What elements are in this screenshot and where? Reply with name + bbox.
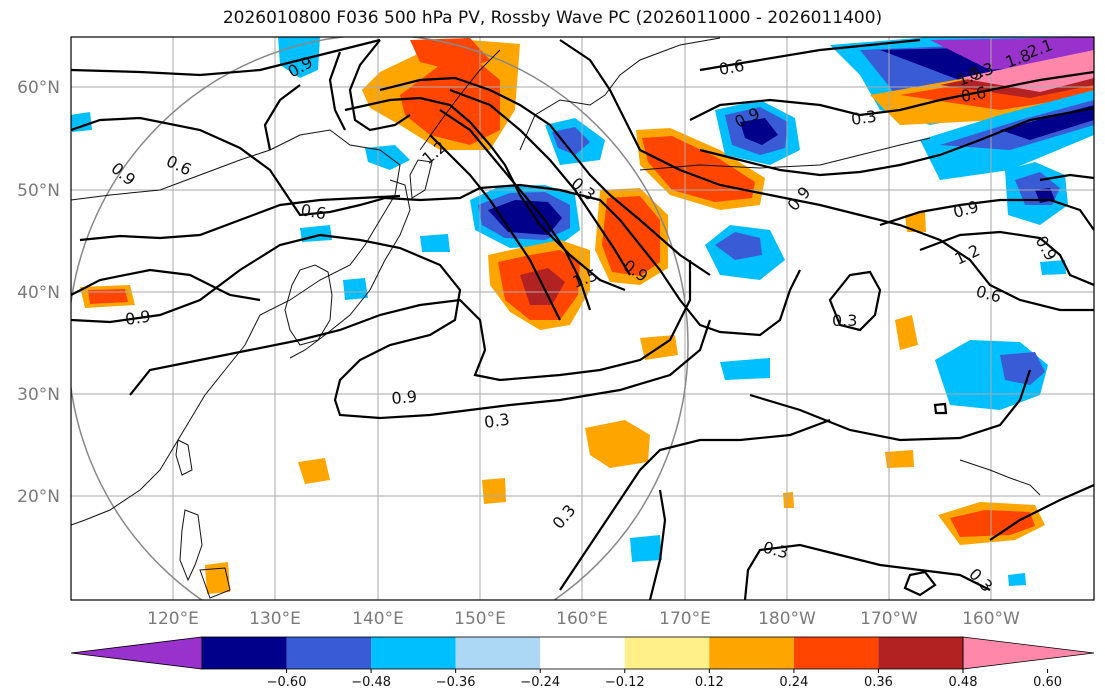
- colorbar-swatch: [624, 637, 710, 669]
- lon-label: 170°E: [659, 609, 711, 629]
- map-frame: [70, 36, 1095, 601]
- colorbar-extend-high: [962, 636, 1095, 670]
- map-title: 2026010800 F036 500 hPa PV, Rossby Wave …: [222, 8, 883, 28]
- colorbar-tick-label: −0.48: [351, 675, 391, 690]
- lon-label: 130°E: [249, 609, 301, 629]
- colorbar-tick-label: 0.24: [779, 675, 808, 690]
- lon-label: 160°W: [962, 609, 1020, 629]
- lon-label: 120°E: [147, 609, 199, 629]
- lat-label: 30°N: [17, 385, 60, 405]
- map-plot-area: 0.9 0.6 0.6 0.9 0.6 0.9 0.3 1.5 0.9 0.3 …: [71, 37, 1094, 600]
- graticule: [71, 37, 1094, 600]
- pv-contours: [71, 38, 1094, 600]
- lon-label: 140°E: [352, 609, 404, 629]
- colorbar-tick-label: 0.60: [1033, 675, 1062, 690]
- colorbar-tick-label: 0.36: [864, 675, 893, 690]
- contour-label: 0.3: [483, 410, 511, 432]
- lat-label: 60°N: [17, 78, 60, 98]
- colorbar: −0.60 −0.48 −0.36 −0.24 −0.12 0.12 0.24 0.36 0.4…: [70, 636, 1095, 690]
- colorbar-swatch: [878, 637, 963, 669]
- contour-label: 0.3: [832, 311, 857, 330]
- colorbar-swatch: [709, 637, 794, 669]
- colorbar-swatch: [793, 637, 879, 669]
- lon-label: 160°E: [556, 609, 608, 629]
- colorbar-tick-label: −0.60: [267, 675, 307, 690]
- colorbar-tick-label: −0.12: [605, 675, 645, 690]
- lat-label: 50°N: [17, 181, 60, 201]
- contour-label: 0.6: [959, 83, 987, 106]
- lon-label: 170°W: [860, 609, 918, 629]
- coastlines: [71, 37, 1041, 599]
- colorbar-swatch: [371, 637, 456, 669]
- lat-label: 20°N: [17, 487, 60, 507]
- contour-label: 0.3: [850, 107, 878, 129]
- lat-label: 40°N: [17, 283, 60, 303]
- colorbar-tick-label: 0.12: [695, 675, 724, 690]
- colorbar-swatch: [286, 637, 372, 669]
- latitude-labels: 60°N 50°N 40°N 30°N 20°N: [17, 78, 60, 507]
- lon-label: 150°E: [454, 609, 506, 629]
- contour-label: 0.9: [391, 387, 418, 408]
- colorbar-tick-label: −0.24: [520, 675, 560, 690]
- colorbar-swatch: [202, 637, 287, 669]
- colorbar-frame: [201, 636, 964, 670]
- colorbar-tick-label: −0.36: [436, 675, 476, 690]
- pv-shading: [71, 37, 1094, 594]
- contour-label: 0.9: [124, 307, 152, 329]
- colorbar-tick-label: 0.48: [949, 675, 978, 690]
- colorbar-extend-low: [70, 636, 203, 670]
- contour-label: 0.6: [717, 56, 745, 79]
- colorbar-swatch: [540, 637, 625, 669]
- colorbar-swatch: [455, 637, 541, 669]
- range-circle: [71, 37, 689, 600]
- longitude-labels: 120°E 130°E 140°E 150°E 160°E 170°E 180°…: [147, 609, 1020, 629]
- lon-label: 180°W: [758, 609, 816, 629]
- contour-label: 0.6: [299, 200, 327, 223]
